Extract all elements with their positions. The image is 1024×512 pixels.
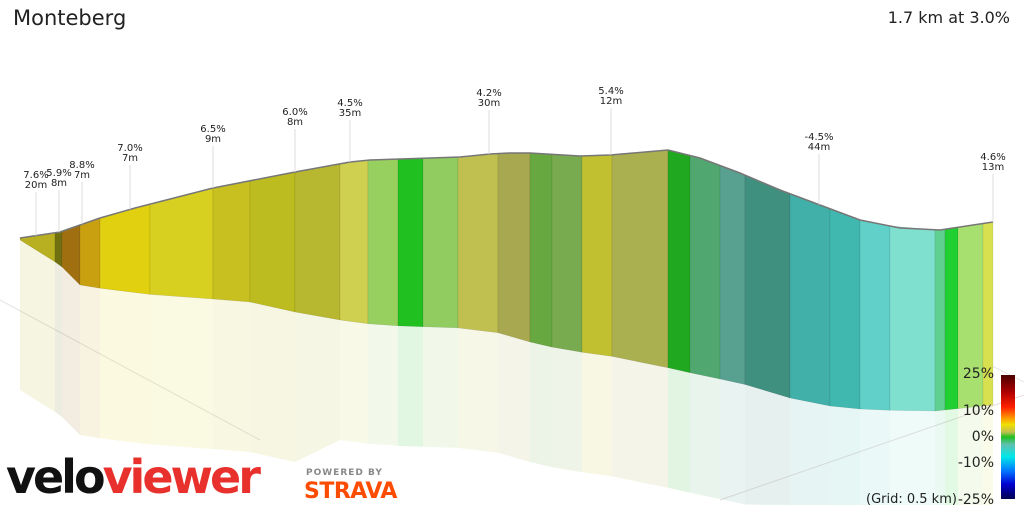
- gradient-band: [54, 230, 63, 268]
- gradient-band: [497, 152, 531, 343]
- reflection-band: [398, 325, 423, 447]
- legend-tick: 25%: [962, 366, 994, 382]
- segment-grade-label: 6.0%: [282, 107, 307, 118]
- segment-grade-label: 5.9%: [46, 168, 71, 179]
- gradient-band: [744, 174, 791, 399]
- gradient-band: [889, 225, 936, 412]
- profile-reflection: [20, 240, 993, 505]
- segment-summary: 1.7 km at 3.0%: [887, 8, 1010, 27]
- gradient-band: [611, 149, 669, 369]
- logo-part: viewer: [102, 450, 261, 504]
- gradient-band: [457, 153, 499, 334]
- segment-grade-label: -4.5%: [804, 132, 833, 143]
- reflection-band: [860, 409, 890, 505]
- reflection-band: [582, 352, 612, 477]
- gradient-band: [99, 203, 151, 295]
- reflection-band: [552, 347, 582, 473]
- segment-length-label: 7m: [74, 170, 90, 181]
- profile-top-edge: [19, 149, 994, 239]
- reflection-band: [250, 302, 295, 462]
- gradient-band: [212, 180, 251, 303]
- reflection-band: [423, 326, 458, 448]
- reflection-band: [530, 342, 552, 468]
- legend-tick: -25%: [957, 492, 994, 508]
- gradient-band: [294, 163, 341, 321]
- gradient-band: [79, 217, 101, 289]
- gradient-band: [934, 228, 946, 412]
- segment-grade-label: 6.5%: [200, 124, 225, 135]
- reflection-band: [55, 261, 62, 417]
- reflection-band: [790, 398, 830, 505]
- segment-grade-label: 4.5%: [337, 98, 362, 109]
- segment-length-label: 44m: [808, 142, 830, 153]
- gradient-band: [581, 154, 613, 357]
- gradient-band: [422, 156, 459, 329]
- reflection-band: [935, 409, 945, 505]
- reflection-band: [945, 408, 958, 505]
- gradient-band: [339, 159, 369, 325]
- gradient-labels: 7.6%20m5.9%8m8.8%7m7.0%7m6.5%9m6.0%8m4.5…: [23, 86, 1006, 236]
- reflection-band: [295, 312, 340, 462]
- segment-grade-label: 8.8%: [69, 160, 94, 171]
- gradient-band: [249, 171, 296, 313]
- powered-by-label: POWERED BY: [306, 468, 383, 478]
- reflection-band: [720, 379, 745, 505]
- gradient-band: [689, 155, 721, 380]
- veloviewer-logo: veloviewer: [6, 450, 261, 504]
- gradient-band: [529, 152, 553, 348]
- segment-grade-label: 7.0%: [117, 143, 142, 154]
- reflection-band: [80, 285, 100, 439]
- gradient-band: [719, 165, 746, 385]
- reflection-band: [983, 405, 993, 505]
- segment-length-label: 8m: [51, 178, 67, 189]
- gradient-band: [667, 149, 691, 374]
- gradient-band: [829, 208, 861, 410]
- legend-tick: -10%: [957, 455, 994, 471]
- logo-part: velo: [6, 450, 106, 504]
- reflection-band: [100, 288, 150, 445]
- segment-length-label: 35m: [339, 108, 361, 119]
- segment-grade-label: 5.4%: [598, 86, 623, 97]
- segment-grade-label: 7.6%: [23, 170, 48, 181]
- reflection-band: [368, 323, 398, 446]
- gradient-band: [551, 154, 583, 353]
- gradient-band: [397, 157, 424, 328]
- segment-length-label: 13m: [982, 162, 1004, 173]
- reflection-band: [612, 356, 668, 488]
- gradient-band: [944, 226, 959, 411]
- legend-tick: 0%: [971, 429, 994, 445]
- segment-length-label: 12m: [600, 96, 622, 107]
- reflection-band: [745, 384, 790, 505]
- segment-grade-label: 4.6%: [980, 152, 1005, 163]
- reflection-band: [62, 267, 80, 435]
- reflection-band: [890, 410, 935, 505]
- segment-length-label: 7m: [122, 153, 138, 164]
- reflection-band: [690, 372, 720, 499]
- reflection-band: [213, 299, 250, 452]
- segment-length-label: 9m: [205, 134, 221, 145]
- reflection-band: [150, 294, 213, 450]
- grid-note: (Grid: 0.5 km): [866, 492, 957, 507]
- legend-tick: 10%: [962, 403, 994, 419]
- reflection-band: [830, 406, 860, 505]
- gradient-band: [149, 187, 214, 300]
- reflection-band: [458, 327, 498, 453]
- reflection-band: [340, 320, 368, 444]
- gradient-band: [367, 158, 399, 327]
- segment-length-label: 20m: [25, 180, 47, 191]
- gradient-color-scale: [1001, 375, 1015, 499]
- reflection-band: [958, 406, 983, 505]
- segment-title: Monteberg: [13, 6, 127, 30]
- reflection-band: [20, 240, 55, 412]
- segment-length-label: 8m: [287, 117, 303, 128]
- reflection-band: [498, 332, 530, 462]
- gradient-band: [859, 219, 891, 411]
- reflection-band: [668, 367, 690, 493]
- gradient-band: [789, 193, 831, 407]
- strava-logo: STRAVA: [304, 479, 397, 504]
- segment-length-label: 30m: [478, 98, 500, 109]
- segment-grade-label: 4.2%: [476, 88, 501, 99]
